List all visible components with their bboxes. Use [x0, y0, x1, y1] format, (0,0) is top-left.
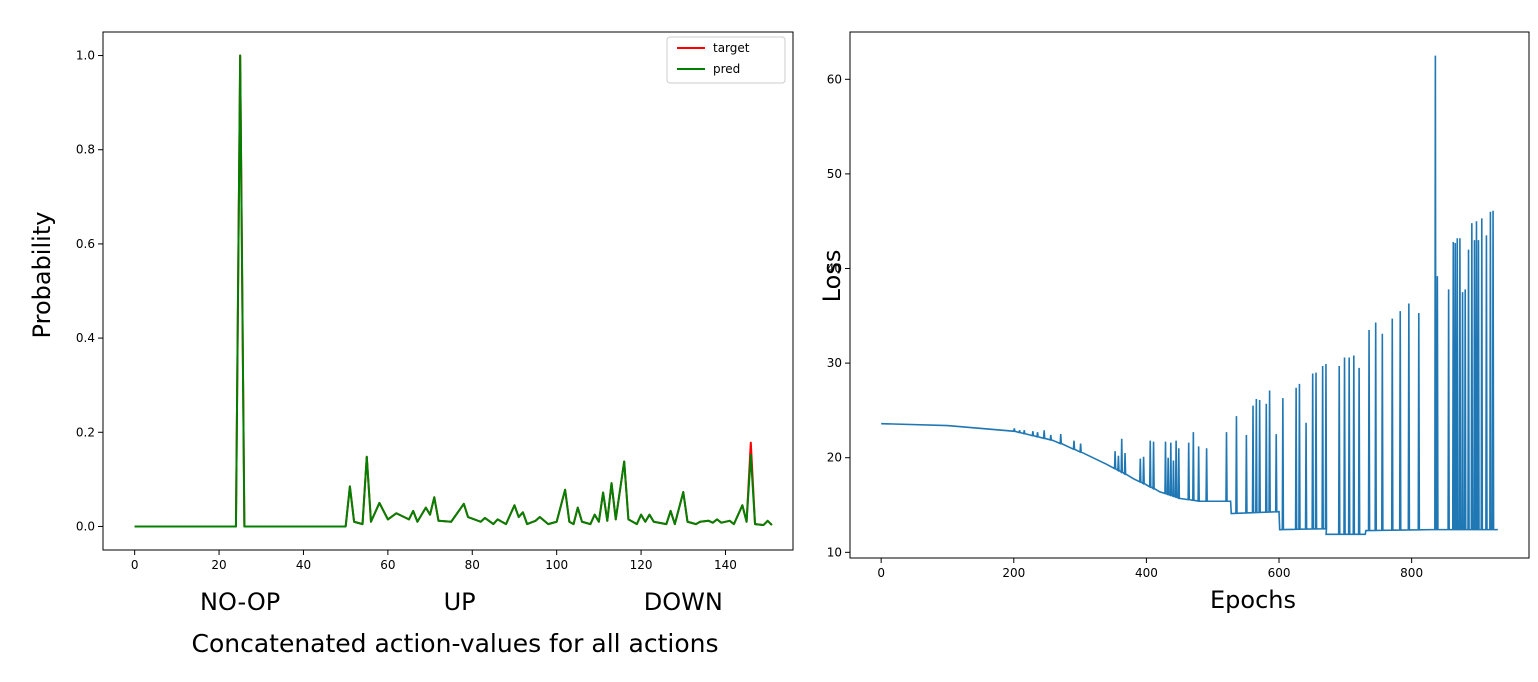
right-y-ticks: 10 20 30 40 50 60 [827, 72, 850, 559]
x-tick-label: 600 [1268, 566, 1291, 580]
left-y-ticks: 0.0 0.2 0.4 0.6 0.8 1.0 [76, 49, 103, 533]
action-label: NO-OP [200, 588, 280, 616]
x-tick-label: 0 [131, 558, 139, 572]
x-tick-label: 60 [380, 558, 395, 572]
loss-chart: 0 200 400 600 800 10 20 30 40 50 60 Loss Epochs [818, 31, 1530, 614]
left-xlabel: Concatenated action-values for all actio… [191, 629, 718, 658]
x-tick-label: 140 [714, 558, 737, 572]
y-tick-label: 10 [827, 545, 842, 559]
x-tick-label: 200 [1002, 566, 1025, 580]
right-x-ticks: 0 200 400 600 800 [877, 558, 1423, 580]
x-tick-label: 0 [877, 566, 885, 580]
left-x-ticks: 0 20 40 60 80 100 120 140 [131, 550, 737, 572]
right-xlabel: Epochs [1210, 586, 1296, 614]
action-labels: NO-OP UP DOWN [200, 588, 723, 616]
legend: target pred [666, 36, 786, 84]
y-tick-label: 0.0 [76, 519, 95, 533]
right-ylabel: Loss [818, 250, 846, 303]
left-series-lines [134, 54, 773, 528]
series-line-pred [134, 54, 773, 528]
y-tick-label: 40 [827, 262, 842, 276]
x-tick-label: 400 [1135, 566, 1158, 580]
x-tick-label: 80 [465, 558, 480, 572]
legend-label-pred: pred [713, 62, 740, 76]
loss-series [881, 55, 1498, 536]
loss-line [881, 55, 1498, 536]
x-tick-label: 40 [296, 558, 311, 572]
y-tick-label: 0.4 [76, 331, 95, 345]
y-tick-label: 60 [827, 72, 842, 86]
x-tick-label: 100 [545, 558, 568, 572]
left-ylabel: Probability [28, 212, 56, 339]
y-tick-label: 30 [827, 356, 842, 370]
action-label: UP [444, 588, 476, 616]
right-axes-frame [849, 31, 1530, 559]
y-tick-label: 20 [827, 451, 842, 465]
left-axes-frame [102, 31, 794, 551]
x-tick-label: 120 [630, 558, 653, 572]
x-tick-label: 800 [1400, 566, 1423, 580]
y-tick-label: 0.2 [76, 425, 95, 439]
y-tick-label: 0.6 [76, 237, 95, 251]
legend-label-target: target [713, 41, 750, 55]
y-tick-label: 50 [827, 167, 842, 181]
x-tick-label: 20 [211, 558, 226, 572]
probability-chart: 0 20 40 60 80 100 120 140 0.0 0.2 0.4 0.6 0.8 1.0 NO… [28, 31, 794, 658]
y-tick-label: 1.0 [76, 49, 95, 63]
series-line-target [134, 54, 773, 528]
action-label: DOWN [644, 588, 723, 616]
y-tick-label: 0.8 [76, 143, 95, 157]
